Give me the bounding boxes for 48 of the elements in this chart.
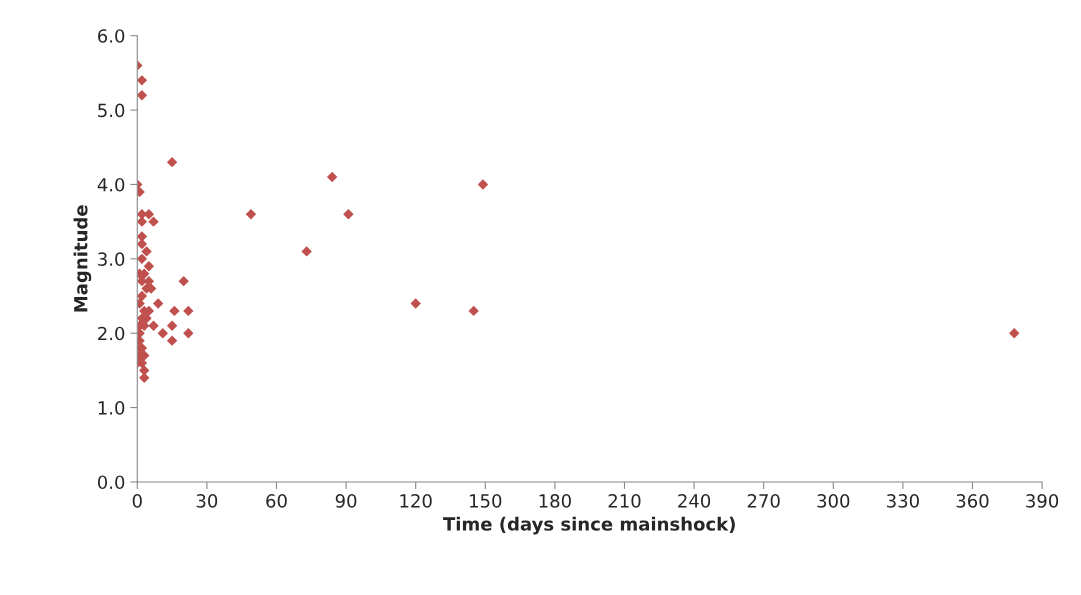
- point: [143, 261, 155, 272]
- point: [137, 253, 148, 265]
- y-tick-label: 5.0: [98, 103, 125, 118]
- x-tick-label: 90: [335, 494, 357, 508]
- x-tick-label: 360: [956, 494, 989, 508]
- point: [326, 171, 338, 183]
- x-tick-label: 240: [678, 494, 711, 508]
- x-tick-label: 30: [196, 494, 218, 508]
- x-tick-label: 120: [400, 494, 432, 508]
- x-tick-label: 0: [132, 494, 142, 508]
- point: [148, 320, 159, 331]
- point: [157, 328, 168, 339]
- point: [169, 305, 180, 317]
- x-tick-label: 180: [539, 494, 571, 508]
- x-tick-label: 60: [266, 494, 287, 508]
- point: [178, 275, 189, 287]
- y-tick-label: 4.0: [97, 177, 125, 192]
- point: [410, 298, 421, 309]
- point: [141, 246, 152, 257]
- point: [166, 156, 178, 168]
- point: [166, 335, 178, 346]
- point: [137, 75, 148, 86]
- point: [468, 305, 479, 317]
- point: [137, 290, 148, 302]
- x-tick-label: 150: [470, 494, 502, 508]
- point: [343, 209, 354, 220]
- y-tick-label: 6.0: [98, 29, 125, 43]
- y-tick-label: 2.0: [98, 326, 125, 341]
- point: [183, 328, 194, 339]
- point: [1009, 328, 1020, 339]
- point: [137, 90, 148, 101]
- y-tick-label: 3.0: [98, 252, 125, 266]
- x-axis-title: Time (days since mainshock): [443, 516, 735, 535]
- point: [245, 209, 257, 220]
- x-tick-label: 210: [608, 494, 641, 508]
- x-tick-label: 330: [887, 494, 919, 508]
- point: [166, 320, 178, 331]
- x-tick-label: 300: [817, 494, 850, 508]
- x-tick-label: 390: [1026, 494, 1059, 508]
- point: [148, 216, 159, 227]
- point: [183, 305, 194, 317]
- x-tick-label: 270: [747, 494, 780, 508]
- y-tick-label: 1.0: [98, 401, 125, 415]
- y-axis-title: Magnitude: [73, 205, 92, 312]
- y-tick-label: 0.0: [97, 475, 125, 490]
- point: [477, 179, 489, 190]
- point: [152, 298, 164, 309]
- point: [301, 246, 312, 257]
